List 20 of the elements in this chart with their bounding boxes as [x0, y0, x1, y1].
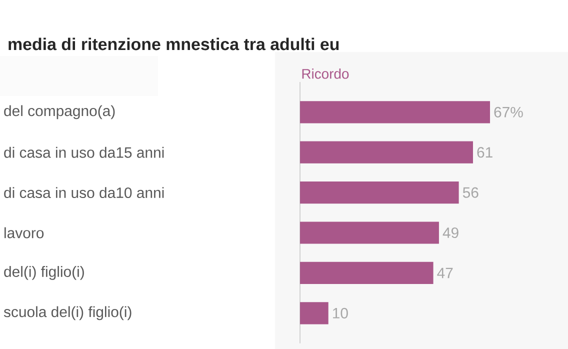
bar	[300, 182, 459, 204]
bar	[300, 222, 439, 244]
series-label: Ricordo	[302, 68, 349, 79]
data-label: 10	[333, 308, 348, 318]
bar	[300, 302, 328, 324]
chart-title: media di ritenzione mnestica tra adulti eu	[8, 38, 339, 50]
y-tick-label: del compagno(a)	[4, 105, 115, 120]
y-tick-label: di casa in uso da10 anni	[4, 187, 164, 198]
y-tick-label: del(i) figlio(i)	[4, 266, 84, 280]
y-tick-label: lavoro	[4, 227, 44, 238]
data-label: 49	[442, 227, 458, 238]
data-label: 61	[477, 147, 492, 158]
bar	[300, 101, 490, 124]
data-label: 67%	[494, 106, 523, 118]
y-tick-label: scuola del(i) figlio(i)	[4, 306, 132, 320]
bar	[300, 262, 434, 284]
data-label: 47	[437, 268, 453, 278]
y-tick-label: di casa in uso da15 anni	[4, 146, 164, 158]
data-label: 56	[462, 187, 478, 198]
bar	[300, 141, 473, 164]
